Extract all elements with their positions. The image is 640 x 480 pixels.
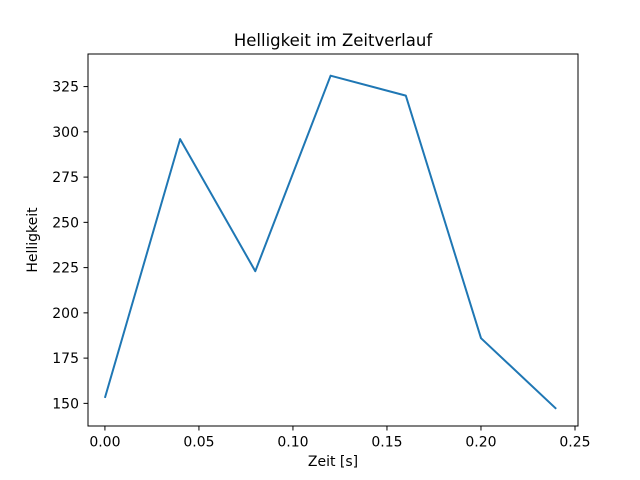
x-tick-label: 0.10: [277, 435, 308, 451]
x-tick-label: 0.20: [465, 435, 496, 451]
data-line-helligkeit: [103, 74, 557, 410]
x-tick-label: 0.05: [183, 435, 214, 451]
y-tick-label: 275: [52, 170, 79, 186]
x-axis-label: Zeit [s]: [308, 454, 358, 470]
chart-title: Helligkeit im Zeitverlauf: [234, 31, 433, 50]
y-tick-label: 325: [52, 80, 79, 96]
y-tick-label: 200: [52, 306, 79, 322]
plot-area: [88, 54, 578, 426]
y-axis-label: Helligkeit: [25, 207, 41, 273]
x-tick-label: 0.25: [559, 435, 590, 451]
y-tick-label: 175: [52, 351, 79, 367]
x-tick-label: 0.15: [371, 435, 402, 451]
y-tick-label: 225: [52, 261, 79, 277]
y-tick-label: 250: [52, 215, 79, 231]
axes-border: [87, 53, 579, 427]
x-axis: 0.00 0.05 0.10 0.15 0.20 0.25: [89, 426, 591, 451]
y-tick-label: 150: [52, 396, 79, 412]
y-tick-label: 300: [52, 125, 79, 141]
y-axis: 150 175 200 225 250 275 300 325: [52, 80, 88, 412]
x-tick-label: 0.00: [89, 435, 120, 451]
